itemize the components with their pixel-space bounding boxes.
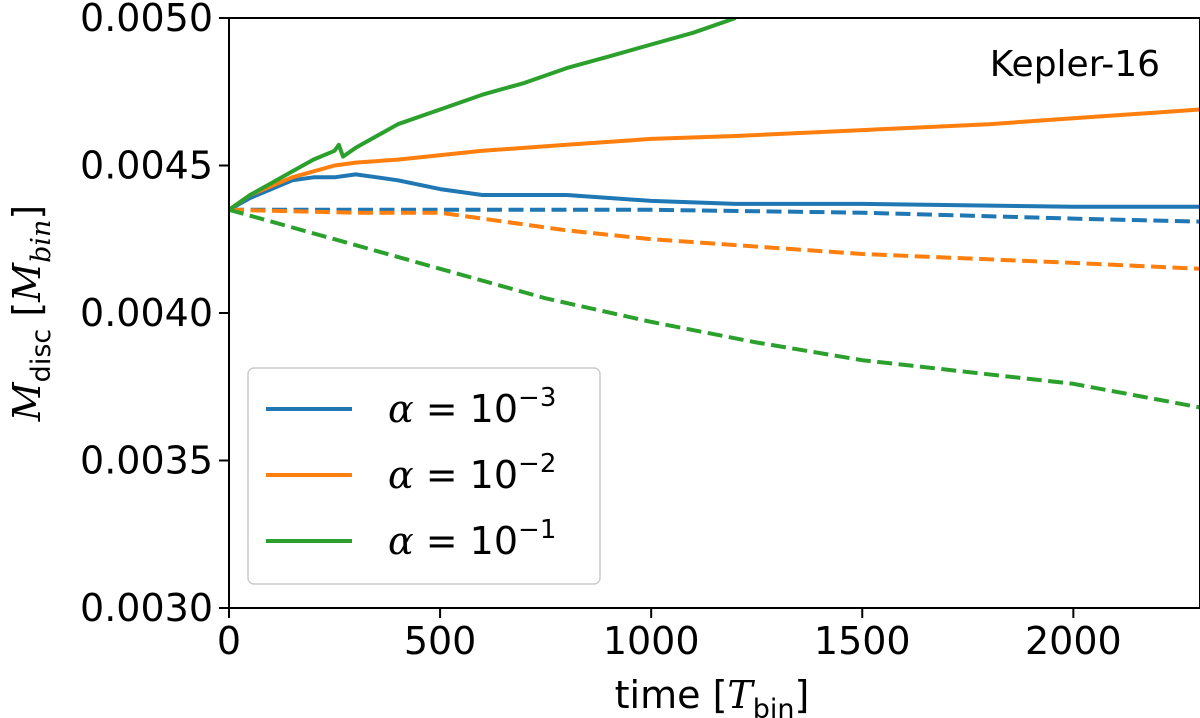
x-axis-label-text: time [ — [615, 673, 728, 717]
series-line-2-solid — [229, 107, 1200, 212]
x-axis-label-var: T — [727, 673, 755, 717]
y-tick-label: 0.0045 — [80, 144, 213, 188]
series-line-4-solid — [229, 18, 737, 212]
legend-box — [247, 367, 601, 585]
x-axis-label-sub: bin — [753, 694, 795, 718]
legend: α = 10−3 α = 10−2 α = 10−1 — [247, 367, 601, 585]
x-tick-label: 0 — [217, 619, 241, 663]
y-axis-label-sub2: bin — [26, 220, 57, 263]
series-line-0-solid — [229, 172, 1200, 212]
x-tick-label: 1000 — [603, 619, 700, 663]
y-tick-label: 0.0040 — [80, 291, 213, 335]
legend-label-1: α = 10−2 — [388, 449, 556, 497]
series-line-3-dashed — [229, 207, 1200, 271]
series-layer — [229, 18, 1200, 410]
x-tick-label: 1500 — [814, 619, 911, 663]
y-tick-label: 0.0030 — [80, 586, 213, 630]
y-tick-label: 0.0050 — [80, 0, 213, 40]
y-tick-label: 0.0035 — [80, 439, 213, 483]
annotation-label: Kepler-16 — [990, 44, 1160, 85]
x-axis-label-close: ] — [795, 673, 810, 717]
series-line-5-dashed — [229, 207, 1200, 410]
ticks-layer: 0 500 1000 1500 2000 0.0030 0.0035 0.0040 0.0045… — [80, 0, 1122, 663]
legend-label-0: α = 10−3 — [388, 383, 556, 431]
y-axis-label-var2: M — [5, 262, 49, 303]
y-axis-label-bracket-close: ] — [5, 205, 49, 220]
y-axis-label-open — [5, 317, 49, 329]
y-axis-label-sub: disc — [26, 329, 57, 383]
legend-entries: α = 10−3 α = 10−2 α = 10−1 — [266, 383, 556, 563]
y-axis-label-var: M — [5, 381, 49, 422]
x-tick-label: 2000 — [1025, 619, 1122, 663]
x-tick-label: 500 — [404, 619, 477, 663]
y-axis-label: Mdisc [Mbin] — [5, 205, 57, 422]
series-line-1-dashed — [229, 207, 1200, 224]
y-axis-label-bracket-open: [ — [5, 302, 49, 317]
x-axis-label: time [Tbin] — [615, 673, 810, 718]
legend-label-2: α = 10−1 — [388, 515, 556, 563]
